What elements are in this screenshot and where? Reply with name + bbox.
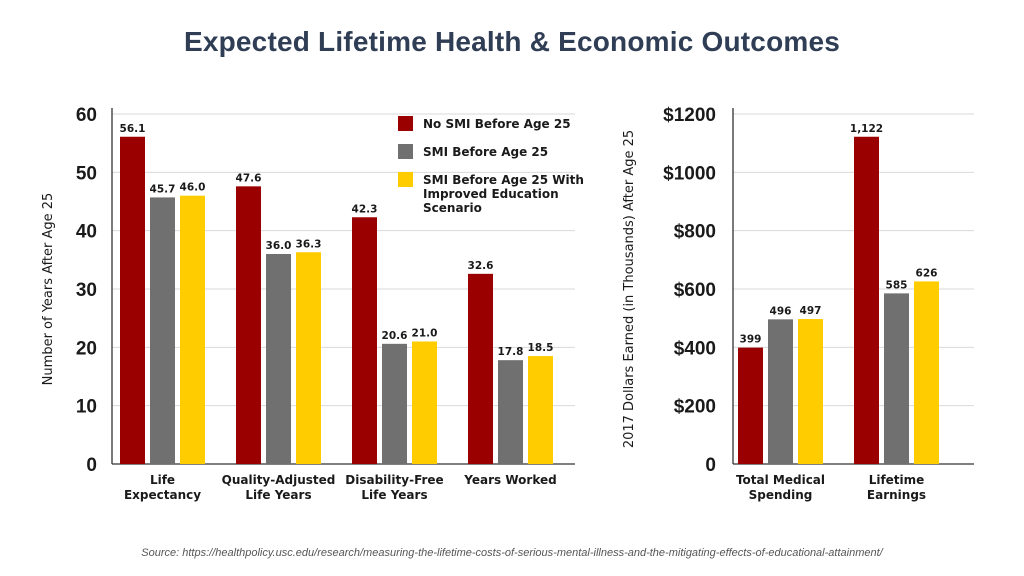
chart2-category-label: Spending <box>749 488 813 502</box>
chart1-y-tick-label: 30 <box>76 280 97 301</box>
legend-swatch <box>398 116 413 131</box>
chart1-category-label: Life Years <box>361 488 427 502</box>
chart2-y-tick-label: $400 <box>674 338 716 359</box>
chart2-y-tick-label: $1000 <box>663 163 716 184</box>
chart1-bar <box>352 217 377 464</box>
chart2-bar-value-label: 1,122 <box>850 123 883 135</box>
chart2-bar-value-label: 626 <box>916 267 938 279</box>
chart2-y-tick-label: $800 <box>674 222 716 243</box>
chart1-bar <box>412 341 437 464</box>
chart1-bar-value-label: 46.0 <box>180 182 206 194</box>
chart1-category-label: Quality-Adjusted <box>222 473 336 487</box>
chart1-y-tick-label: 60 <box>76 105 97 126</box>
chart1-category-label: Expectancy <box>124 488 201 502</box>
chart2-bar-value-label: 585 <box>886 279 908 291</box>
chart1-bar-value-label: 42.3 <box>352 203 378 215</box>
chart2-bar <box>914 281 939 464</box>
chart1-category-label: Disability-Free <box>345 473 443 487</box>
chart1-bar-value-label: 45.7 <box>150 183 176 195</box>
chart1-bar-value-label: 32.6 <box>468 260 494 272</box>
chart2-bar <box>884 293 909 464</box>
chart1-bar <box>382 343 407 464</box>
chart1-bar-value-label: 47.6 <box>236 172 262 184</box>
chart1-bar-value-label: 17.8 <box>498 346 524 358</box>
chart2-bar <box>768 319 793 464</box>
chart1-y-tick-label: 50 <box>76 163 97 184</box>
chart1-bar <box>150 197 175 464</box>
chart2-bar-value-label: 399 <box>740 334 762 346</box>
chart1-y-tick-label: 10 <box>76 397 97 418</box>
chart1-bar <box>236 186 261 465</box>
chart2-y-tick-label: 0 <box>705 455 716 476</box>
chart2-bar-value-label: 496 <box>770 305 792 317</box>
chart1-bar <box>180 195 205 464</box>
chart2-category-label: Earnings <box>867 488 926 502</box>
legend-label: Improved Education <box>423 187 559 201</box>
chart1-category-label: Life <box>150 473 175 487</box>
chart2-bar-value-label: 497 <box>800 305 822 317</box>
chart1-bar <box>266 254 291 464</box>
chart2-category-label: Lifetime <box>869 473 925 487</box>
legend-swatch <box>398 172 413 187</box>
legend-label: SMI Before Age 25 <box>423 145 548 159</box>
page-title: Expected Lifetime Health & Economic Outc… <box>183 26 841 57</box>
chart1-bar <box>120 136 145 464</box>
chart2-bar <box>854 136 879 464</box>
chart1-bar-value-label: 18.5 <box>528 342 554 354</box>
chart1-y-tick-label: 40 <box>76 222 97 243</box>
chart1-bar-value-label: 36.3 <box>296 238 322 250</box>
chart1-bar <box>528 356 553 464</box>
chart2-y-axis-title: 2017 Dollars Earned (in Thousands) After… <box>622 130 637 448</box>
chart1-bar <box>296 252 321 464</box>
chart1-category-label: Life Years <box>245 488 311 502</box>
chart1-bar-value-label: 21.0 <box>412 328 438 340</box>
chart1-bar <box>468 273 493 464</box>
legend-label: No SMI Before Age 25 <box>423 117 571 131</box>
chart1-y-tick-label: 20 <box>76 338 97 359</box>
source-citation: Source: https://healthpolicy.usc.edu/res… <box>141 547 883 559</box>
chart1-bar-value-label: 36.0 <box>266 240 292 252</box>
chart1-bar <box>498 360 523 464</box>
chart2-y-tick-label: $1200 <box>663 105 716 126</box>
legend-swatch <box>398 144 413 159</box>
chart2-bar <box>738 347 763 464</box>
chart1-category-label: Years Worked <box>463 473 556 487</box>
chart2-bar <box>798 319 823 464</box>
chart1-bar-value-label: 56.1 <box>120 123 146 135</box>
chart1-y-tick-label: 0 <box>86 455 97 476</box>
legend-label: Scenario <box>423 201 482 215</box>
chart1-bar-value-label: 20.6 <box>382 330 408 342</box>
chart2-category-label: Total Medical <box>736 473 825 487</box>
chart2-y-tick-label: $200 <box>674 397 716 418</box>
legend-label: SMI Before Age 25 With <box>423 173 584 187</box>
chart2-y-tick-label: $600 <box>674 280 716 301</box>
chart1-y-axis-title: Number of Years After Age 25 <box>41 193 56 386</box>
